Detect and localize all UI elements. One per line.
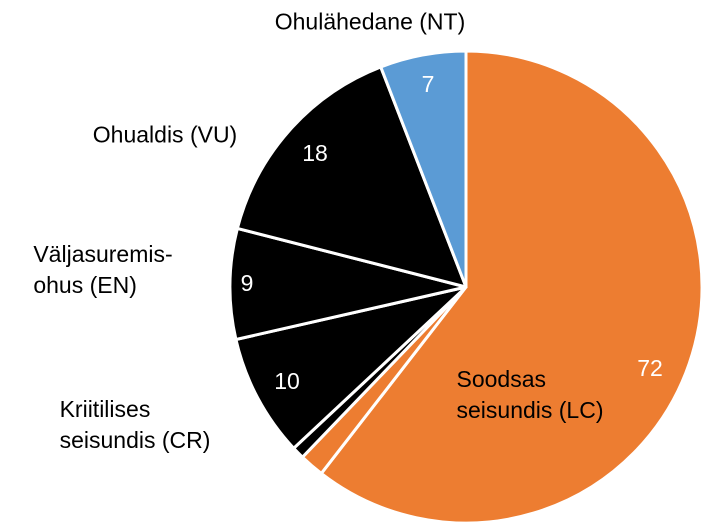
value-label: 72 <box>637 355 663 381</box>
value-label: 7 <box>422 71 435 97</box>
value-label: 18 <box>302 140 328 166</box>
pie-slice <box>228 226 468 342</box>
value-label: 10 <box>274 368 300 394</box>
pie-slice <box>235 65 468 289</box>
category-label: Ohulähedane (NT) <box>274 8 466 35</box>
value-label: 9 <box>241 270 254 296</box>
category-label: Soodsas seisundis (LC) <box>456 366 604 423</box>
category-label: Väljasuremis- ohus (EN) <box>33 241 173 298</box>
category-label: Ohualdis (VU) <box>92 121 238 148</box>
pie-slice <box>379 49 468 289</box>
category-label: Kriitilises seisundis (CR) <box>59 396 211 453</box>
pie-slice <box>319 49 702 523</box>
